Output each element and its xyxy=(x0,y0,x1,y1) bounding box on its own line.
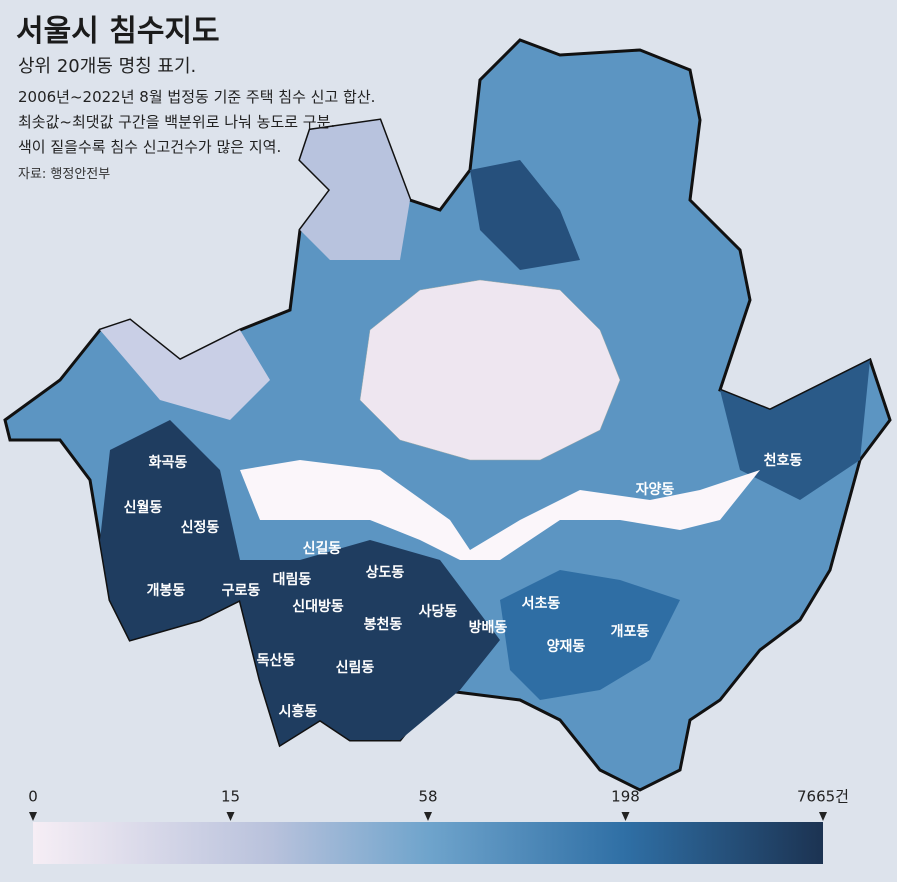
east-dark-region xyxy=(720,360,870,500)
dong-label: 개봉동 xyxy=(147,583,186,599)
legend-tick xyxy=(424,812,432,821)
source: 자료: 행정안전부 xyxy=(18,167,111,182)
legend-tick xyxy=(29,812,37,821)
legend-tick xyxy=(226,812,235,821)
legend-tick-label: 15 xyxy=(221,788,240,806)
title: 서울시 침수지도 xyxy=(16,14,220,49)
dong-label: 신림동 xyxy=(336,660,375,676)
legend-tick-label: 198 xyxy=(611,788,640,806)
subtitle: 상위 20개동 명칭 표기. xyxy=(18,56,197,77)
dong-label: 구로동 xyxy=(222,583,261,599)
dong-label: 서초동 xyxy=(522,596,561,612)
southeast-mid-region xyxy=(500,570,680,700)
dong-label: 상도동 xyxy=(366,565,405,581)
dong-label: 사당동 xyxy=(419,603,458,620)
description: 2006년~2022년 8월 법정동 기준 주택 침수 신고 합산. xyxy=(18,88,376,106)
dong-label: 신월동 xyxy=(124,499,163,516)
legend-tick-label: 58 xyxy=(418,788,437,806)
dong-label: 신대방동 xyxy=(292,598,344,615)
dong-label: 자양동 xyxy=(636,482,675,498)
dong-label: 시흥동 xyxy=(279,703,318,720)
dong-label: 대림동 xyxy=(273,572,312,588)
dong-label: 양재동 xyxy=(547,639,586,655)
dong-label: 봉천동 xyxy=(364,617,403,633)
legend-scale xyxy=(33,822,823,864)
legend-tick-label: 0 xyxy=(28,788,38,806)
legend-tick xyxy=(819,812,827,821)
legend-tick xyxy=(621,812,630,821)
description: 최솟값~최댓값 구간을 백분위로 나눠 농도로 구분. xyxy=(18,113,336,131)
center-light-region xyxy=(359,279,621,461)
legend-tick-label: 7665건 xyxy=(797,788,849,806)
north-light-region xyxy=(300,120,410,260)
dong-label: 방배동 xyxy=(469,619,508,636)
han-river xyxy=(240,460,760,560)
southwest-dark-region xyxy=(100,420,500,745)
dong-label: 독산동 xyxy=(257,652,296,669)
dong-label: 신길동 xyxy=(303,541,342,557)
west-light-region xyxy=(100,320,270,420)
dong-label: 천호동 xyxy=(764,453,803,469)
dong-label: 화곡동 xyxy=(149,455,188,471)
northeast-dark-region xyxy=(470,160,580,270)
dong-label: 개포동 xyxy=(611,624,650,640)
description: 색이 짙을수록 침수 신고건수가 많은 지역. xyxy=(18,138,282,156)
dong-label: 신정동 xyxy=(181,519,220,536)
